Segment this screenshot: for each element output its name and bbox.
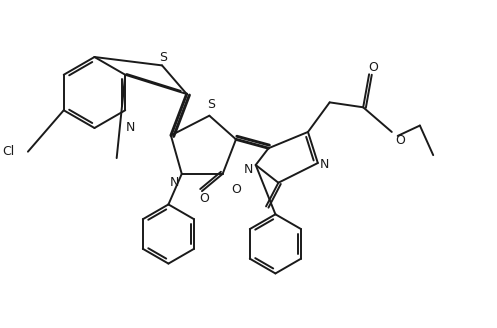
Text: O: O [368,61,378,74]
Text: O: O [199,192,209,205]
Text: N: N [170,176,179,189]
Text: S: S [159,51,167,64]
Text: S: S [207,98,215,111]
Text: N: N [320,158,330,172]
Text: N: N [244,163,253,176]
Text: Cl: Cl [2,145,14,158]
Text: O: O [395,134,405,147]
Text: O: O [231,183,241,196]
Text: N: N [125,120,135,133]
